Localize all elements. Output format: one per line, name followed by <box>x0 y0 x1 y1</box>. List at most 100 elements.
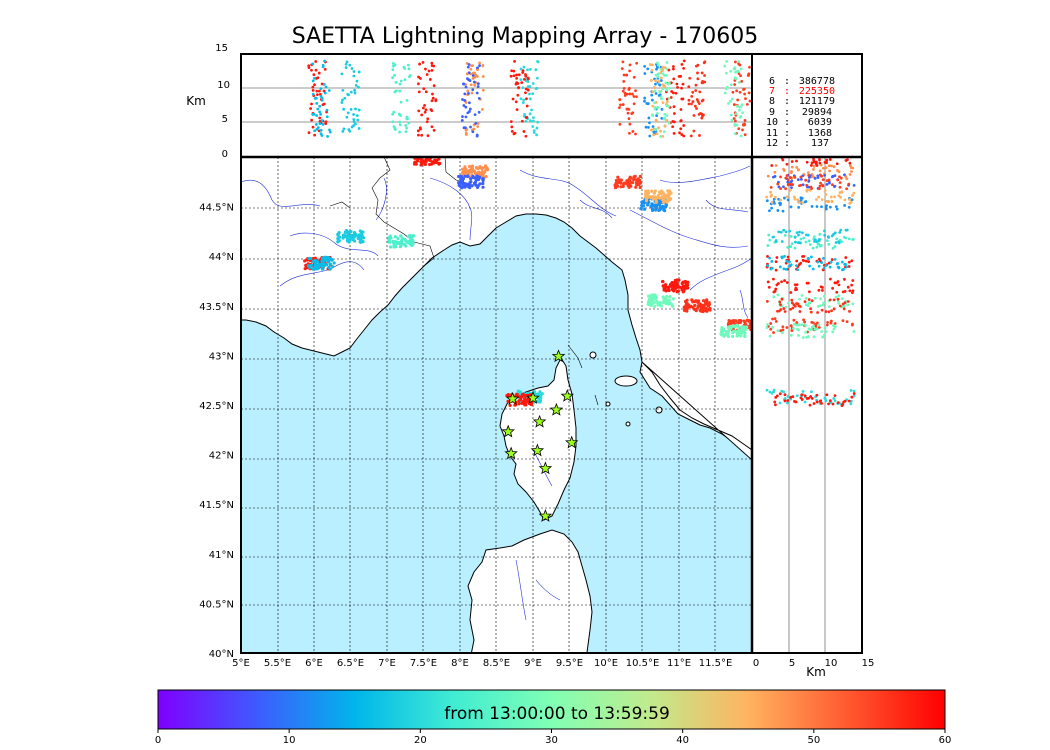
latitude-source <box>789 205 793 209</box>
altitude-source <box>355 114 359 118</box>
latitude-source <box>785 195 789 199</box>
latitude-cluster <box>772 228 849 245</box>
altitude-source <box>328 128 331 132</box>
altitude-source <box>315 101 319 105</box>
latitude-source <box>828 205 832 209</box>
lightning-source <box>727 328 731 333</box>
altitude-source <box>357 70 361 74</box>
altitude-cluster <box>416 60 438 138</box>
lightning-source <box>354 232 358 237</box>
lightning-source <box>356 234 360 238</box>
lightning-source <box>480 167 484 171</box>
latitude-source <box>770 200 774 204</box>
altitude-source <box>634 132 637 136</box>
latitude-source <box>843 204 847 207</box>
altitude-source <box>748 99 752 103</box>
latitude-source <box>840 404 844 408</box>
altitude-source <box>660 116 664 120</box>
lightning-source <box>635 183 639 187</box>
altitude-source <box>311 79 315 83</box>
lightning-source <box>508 403 512 408</box>
latitude-source <box>815 327 819 331</box>
latitude-source <box>820 330 824 333</box>
altitude-source <box>352 124 356 127</box>
latitude-source <box>820 261 824 265</box>
lightning-source <box>348 236 352 240</box>
latitude-source <box>817 257 821 261</box>
latitude-source <box>771 325 774 329</box>
lightning-source <box>395 241 399 246</box>
altitude-source <box>477 110 481 114</box>
altitude-source <box>731 90 735 94</box>
land-elba <box>614 375 638 387</box>
altitude-source <box>430 99 434 103</box>
altitude-source <box>734 112 738 116</box>
altitude-source <box>621 89 625 93</box>
altitude-source <box>429 108 433 111</box>
altitude-source <box>689 134 693 138</box>
altitude-source <box>627 88 631 91</box>
altitude-source <box>741 128 744 132</box>
altitude-source <box>307 64 311 68</box>
altitude-source <box>623 91 627 95</box>
altitude-source <box>416 129 420 133</box>
latitude-source <box>795 231 799 235</box>
lightning-source <box>633 174 637 178</box>
lightning-source <box>391 240 396 244</box>
altitude-source <box>656 61 659 65</box>
altitude-source <box>643 99 646 103</box>
latitude-cluster <box>765 188 856 205</box>
altitude-source <box>656 72 660 76</box>
latitude-source <box>773 195 777 199</box>
lightning-source <box>638 181 643 185</box>
latitude-source <box>805 335 809 339</box>
lightning-source <box>658 205 663 209</box>
lightning-source <box>702 303 706 307</box>
altitude-source <box>667 68 671 72</box>
latitude-source <box>782 267 786 271</box>
altitude-cluster <box>664 59 686 138</box>
altitude-source <box>398 89 402 93</box>
latitude-source <box>768 209 771 213</box>
latitude-source <box>838 181 842 185</box>
altitude-source <box>417 133 420 137</box>
latitude-source <box>818 399 822 403</box>
altitude-source <box>357 127 361 130</box>
latitude-cluster <box>770 157 853 167</box>
altitude-source <box>471 64 475 68</box>
altitude-source <box>733 122 737 126</box>
latitude-source <box>833 322 837 325</box>
altitude-source <box>512 69 516 73</box>
altitude-source <box>462 104 466 107</box>
latitude-source <box>833 231 837 235</box>
latitude-source <box>793 235 797 239</box>
latitude-source <box>820 308 824 312</box>
altitude-source <box>653 89 657 93</box>
altitude-source <box>476 66 479 70</box>
altitude-source <box>319 112 322 116</box>
latitude-source <box>789 171 793 175</box>
station-star-icon <box>530 443 545 457</box>
altitude-source <box>739 134 743 138</box>
altitude-source <box>357 108 361 112</box>
latitude-source <box>805 183 809 187</box>
altitude-source <box>659 134 662 138</box>
latitude-source <box>793 322 796 326</box>
altitude-source <box>680 63 684 66</box>
latitude-source <box>773 317 777 321</box>
altitude-source <box>676 85 679 89</box>
lightning-source <box>411 242 415 246</box>
altitude-source <box>648 121 651 125</box>
altitude-source <box>519 78 523 82</box>
land-italy-coast <box>641 361 752 461</box>
altitude-source <box>340 101 344 104</box>
latitude-source <box>769 185 773 189</box>
lightning-source <box>470 166 474 170</box>
lightning-source <box>675 281 679 285</box>
altitude-source <box>314 68 318 72</box>
latitude-source <box>783 397 787 400</box>
lightning-source <box>659 191 663 196</box>
lightning-source <box>647 294 651 298</box>
altitude-source <box>407 121 411 125</box>
lightning-source <box>517 399 521 403</box>
